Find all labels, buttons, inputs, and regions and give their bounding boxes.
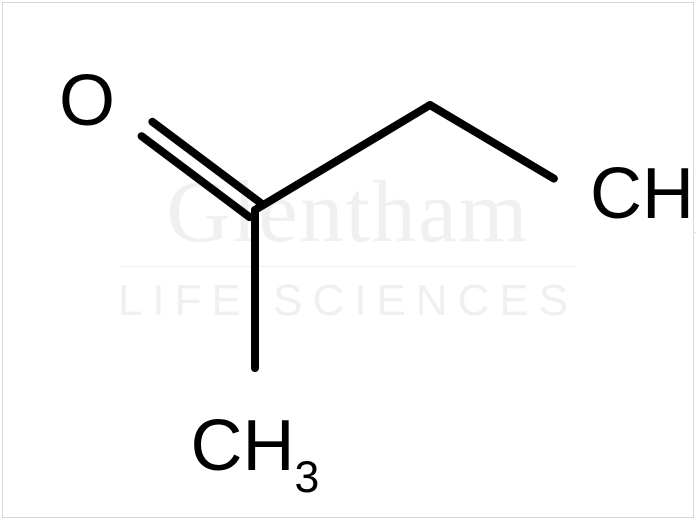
atom-label-C4: CH3 <box>590 158 696 242</box>
atom-label-C1: CH3 <box>191 410 320 494</box>
diagram-canvas: Glentham LIFE SCIENCES O CH3 CH3 <box>0 0 696 520</box>
atom-label-O: O <box>59 65 115 137</box>
